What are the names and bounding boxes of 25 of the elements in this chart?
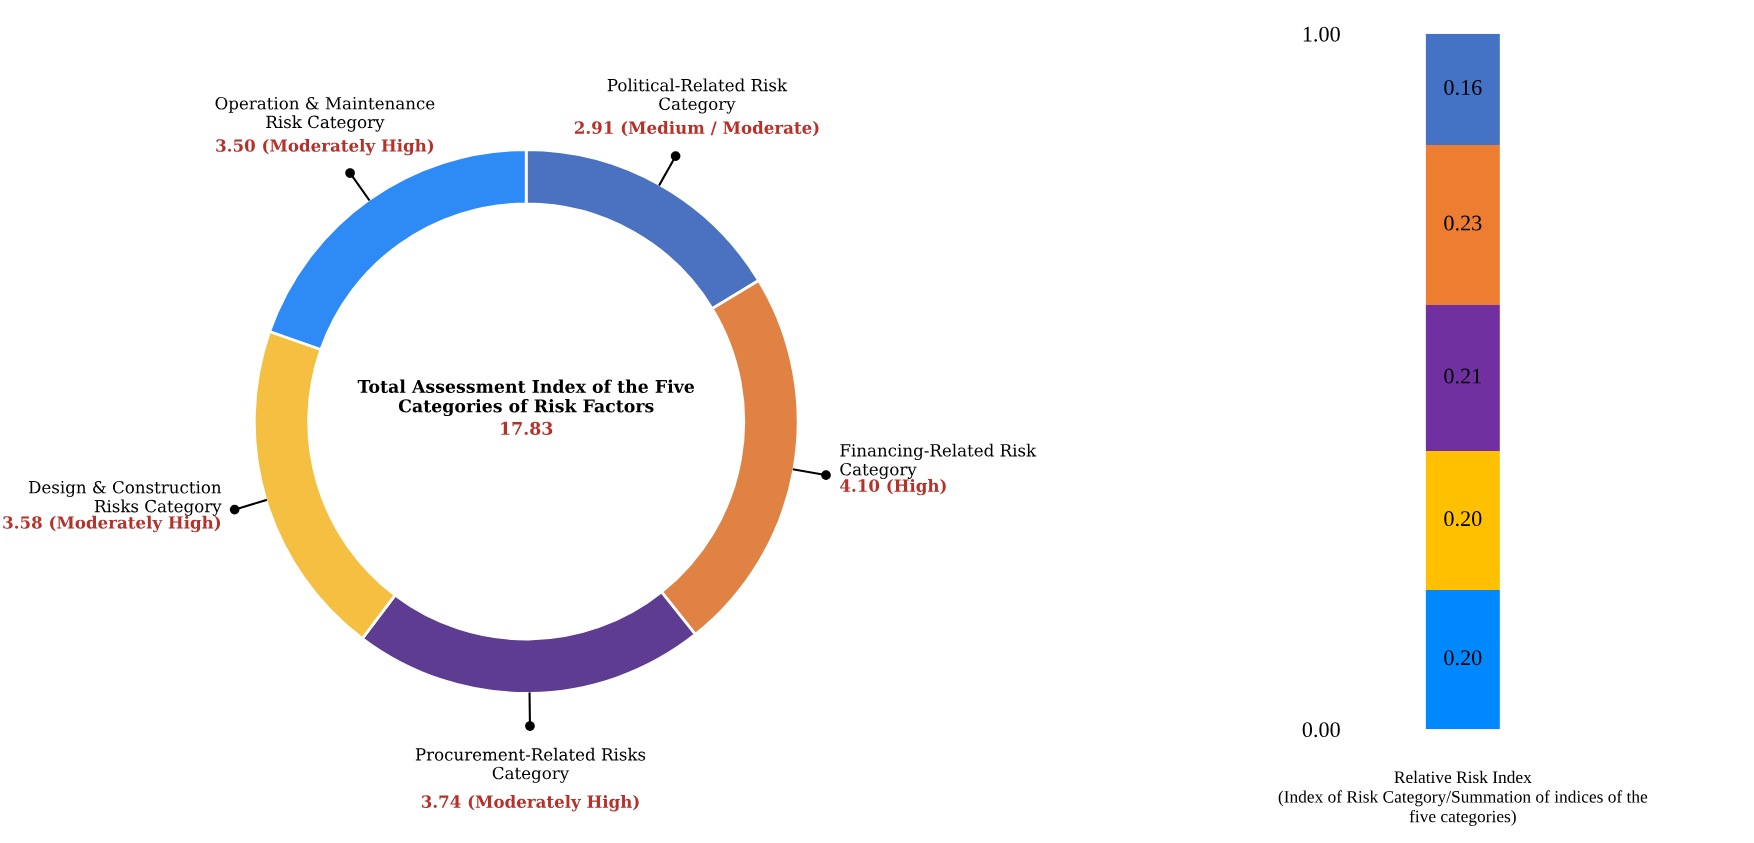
data-label: 2.91 (Medium / Moderate): [574, 121, 819, 137]
data-label: 3.74 (Moderately High): [421, 795, 639, 812]
y-tick-label: 0.00: [1302, 722, 1340, 738]
data-label: 0.20: [1444, 650, 1482, 666]
data-label: 3.50 (Moderately High): [216, 138, 434, 156]
bar: [1425, 145, 1500, 305]
data-label: 0.23: [1444, 215, 1482, 231]
slice-label: Political-Related Risk Category: [607, 78, 788, 114]
bar: [1425, 590, 1500, 730]
slice-label: Operation & Maintenance Risk Category: [215, 96, 435, 132]
bar: [1425, 33, 1500, 145]
data-label: 0.20: [1444, 511, 1482, 527]
data-label: 3.58 (Moderately High): [3, 515, 221, 533]
slice-label: Design & Construction Risks Category: [29, 480, 222, 516]
slice-label: Procurement-Related Risks Category: [415, 747, 646, 783]
bar: [1425, 304, 1500, 451]
data-label: 0.16: [1444, 79, 1482, 96]
bar: [1425, 451, 1500, 591]
data-label: 0.21: [1444, 368, 1481, 384]
y-tick-label: 1.00: [1303, 26, 1340, 42]
slice-label: Financing-Related Risk Category: [840, 443, 1037, 479]
data-label: 4.10 (High): [840, 478, 946, 496]
text: Total Assessment Index of the Five Categories of Risk Factors: [357, 379, 695, 417]
x-axis-title: Relative Risk Index (Index of Risk Category/Summation of indices of the five categories): [1278, 770, 1648, 826]
text: 17.83: [501, 421, 553, 435]
